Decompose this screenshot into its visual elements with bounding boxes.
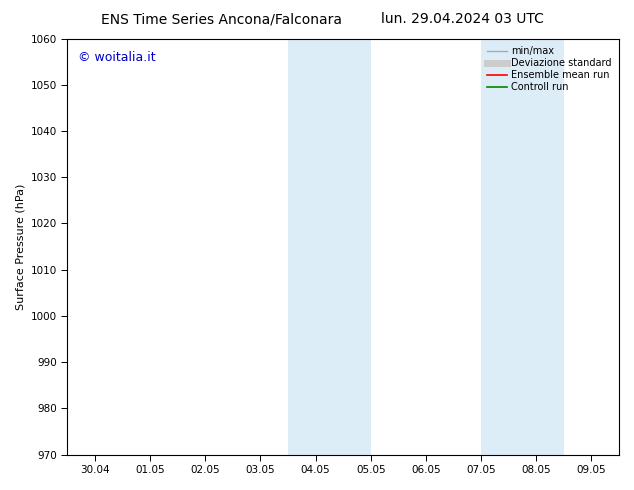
Text: ENS Time Series Ancona/Falconara: ENS Time Series Ancona/Falconara bbox=[101, 12, 342, 26]
Legend: min/max, Deviazione standard, Ensemble mean run, Controll run: min/max, Deviazione standard, Ensemble m… bbox=[484, 44, 614, 95]
Bar bbox=[508, 39, 536, 455]
Bar bbox=[481, 39, 508, 455]
Bar bbox=[343, 39, 371, 455]
Text: © woitalia.it: © woitalia.it bbox=[78, 51, 156, 64]
Bar bbox=[288, 39, 316, 455]
Y-axis label: Surface Pressure (hPa): Surface Pressure (hPa) bbox=[15, 183, 25, 310]
Bar bbox=[536, 39, 564, 455]
Bar bbox=[316, 39, 343, 455]
Text: lun. 29.04.2024 03 UTC: lun. 29.04.2024 03 UTC bbox=[382, 12, 544, 26]
